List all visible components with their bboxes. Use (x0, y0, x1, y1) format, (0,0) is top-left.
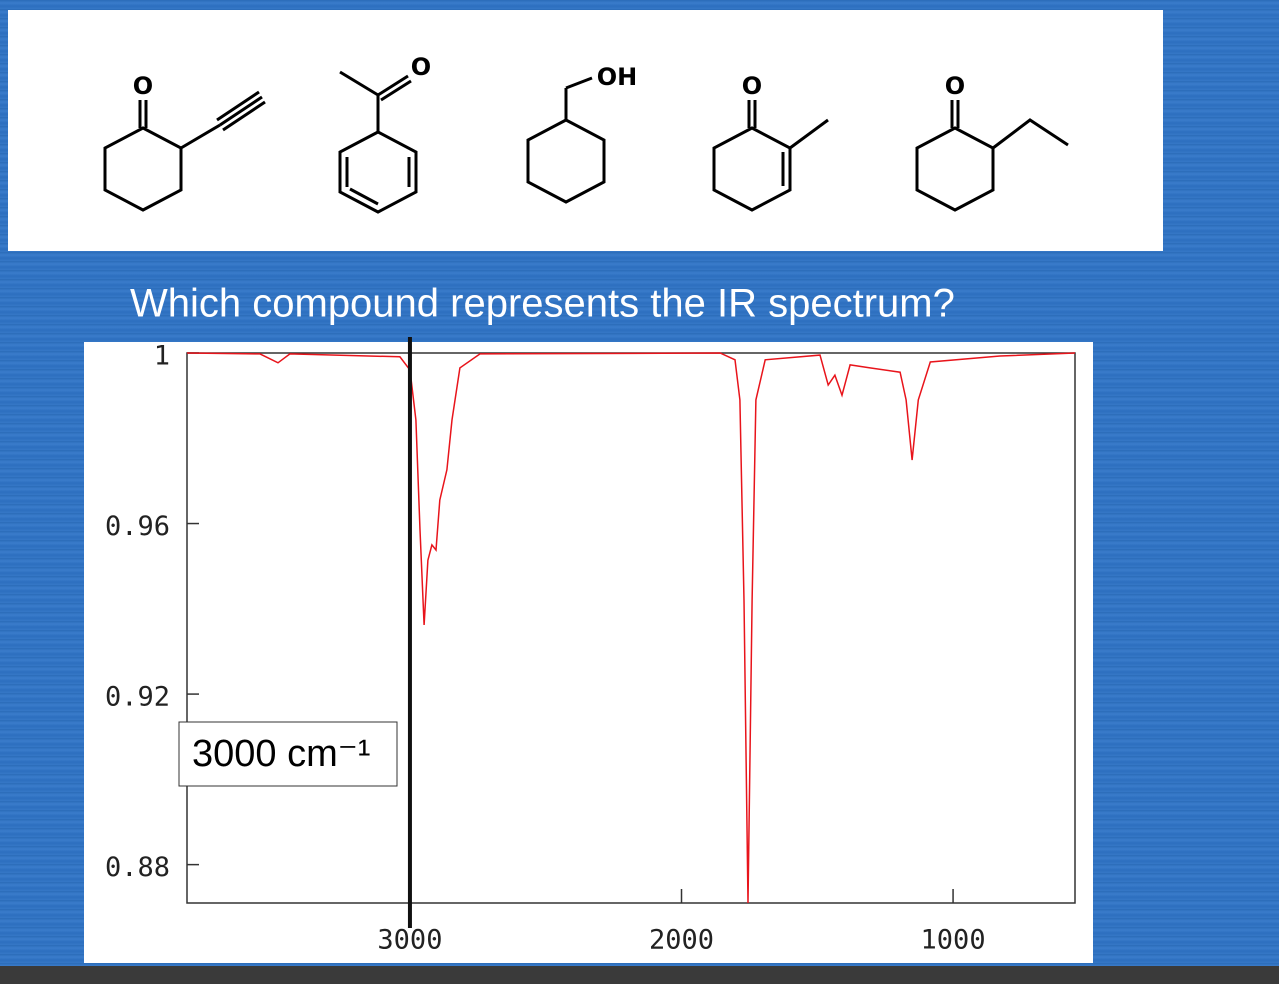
atom-label: O (945, 72, 965, 100)
x-tick-label: 3000 (377, 925, 442, 956)
y-tick-label: 1 (154, 341, 170, 372)
atom-label: O (411, 53, 431, 81)
y-tick-label: 0.92 (105, 682, 170, 713)
annotation-box (178, 721, 398, 787)
molecule: O (338, 53, 431, 214)
chart-panel (84, 342, 1093, 963)
x-tick-label: 2000 (649, 925, 714, 956)
bottom-bar (0, 966, 1279, 984)
y-tick-label: 0.96 (105, 511, 170, 542)
molecule: O (103, 72, 266, 212)
molecule: OH (526, 63, 638, 204)
spectrum-line (186, 352, 1076, 904)
atom-label: OH (597, 63, 638, 91)
x-tick-label: 1000 (921, 925, 986, 956)
atom-label: O (742, 72, 762, 100)
molecule: O (712, 72, 829, 212)
y-tick-label: 0.88 (105, 852, 170, 883)
annotation-label: 3000 cm⁻¹ (192, 733, 370, 775)
molecule: O (915, 72, 1069, 212)
question: Which compound represents the IR spectru… (130, 282, 955, 326)
atom-label: O (133, 72, 153, 100)
